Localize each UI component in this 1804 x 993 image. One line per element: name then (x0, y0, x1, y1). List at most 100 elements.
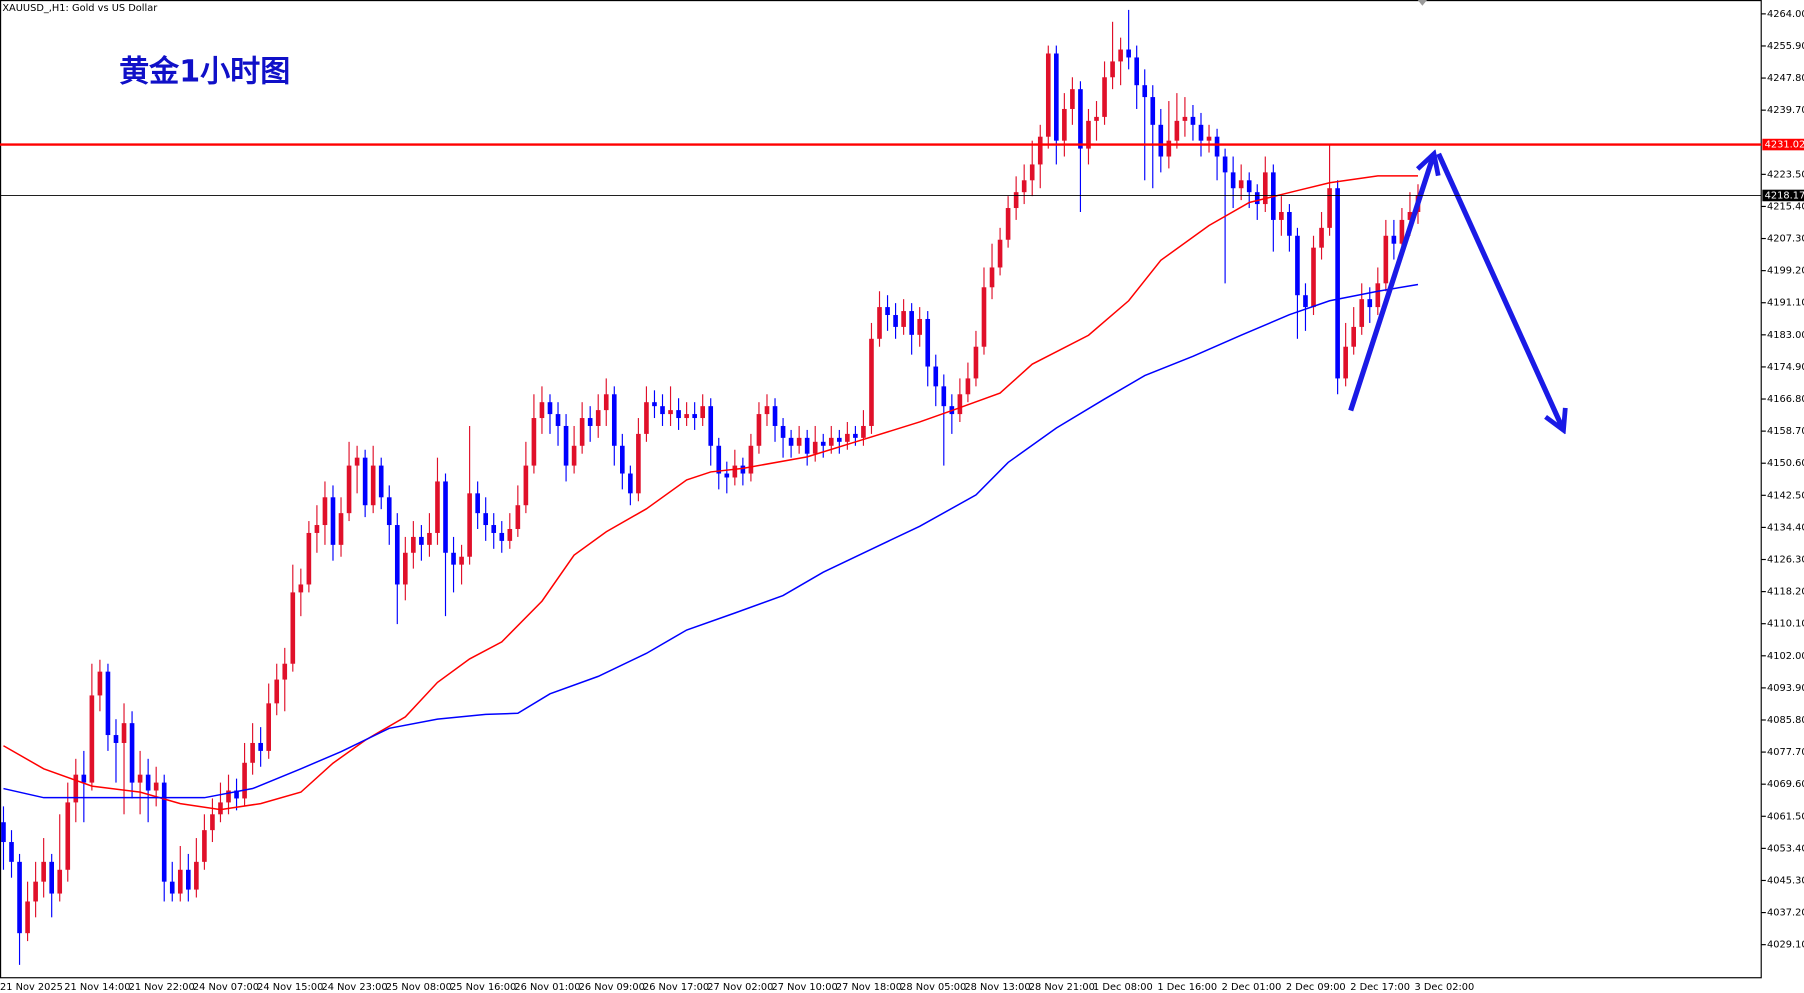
candle-body (386, 497, 392, 526)
x-tick-label: 27 Nov 10:00 (772, 982, 838, 993)
candle-body (531, 418, 537, 466)
candle-body (901, 311, 906, 327)
candle-body (611, 394, 617, 446)
plot-frame (0, 0, 1762, 979)
x-tick-label: 2 Dec 17:00 (1350, 982, 1410, 993)
candle-body (1078, 89, 1083, 149)
candle-body (1230, 172, 1236, 189)
candle-body (1343, 346, 1348, 379)
candle-body (877, 307, 882, 339)
candle-body (756, 414, 762, 446)
x-tick-label: 28 Nov 21:00 (1029, 982, 1095, 993)
moving-average (3, 283, 1419, 799)
candle-body (274, 679, 280, 704)
candle-body (1391, 235, 1397, 244)
candle-body (740, 465, 746, 474)
candle-body (322, 497, 328, 526)
candle-body (258, 742, 263, 751)
y-tick-label: 4199.20 (1767, 266, 1804, 277)
candle-body (65, 802, 71, 870)
candle-body (1, 822, 6, 843)
candle-body (129, 723, 135, 783)
candle-body (1238, 180, 1244, 189)
candle-body (394, 525, 400, 585)
candle-body (893, 315, 898, 327)
y-tick-label: 4142.50 (1767, 490, 1804, 501)
candle-body (1279, 211, 1284, 220)
candle-body (1262, 172, 1268, 205)
candle-body (1246, 180, 1252, 193)
y-tick-label: 4247.80 (1767, 73, 1804, 84)
candle-body (306, 532, 312, 585)
candle-body (828, 437, 834, 446)
annotation-arrow (1436, 152, 1564, 430)
candle-body (1311, 247, 1316, 308)
candle-body (1182, 116, 1188, 121)
x-tick-label: 2 Dec 01:00 (1222, 982, 1282, 993)
candle-body (1037, 136, 1043, 165)
candle-body (362, 457, 368, 506)
candle-body (1086, 120, 1091, 149)
candle-body (57, 869, 63, 894)
candle-body (41, 861, 46, 882)
y-tick-label: 4093.90 (1767, 683, 1804, 694)
y-tick-label: 4215.40 (1767, 201, 1804, 212)
candle-body (909, 311, 914, 335)
candle-body (282, 663, 288, 680)
candle-body (885, 307, 890, 316)
candle-body (1375, 283, 1381, 308)
x-tick-label: 21 Nov 14:00 (64, 982, 130, 993)
candle-body (1222, 156, 1228, 173)
x-tick-label: 24 Nov 07:00 (193, 982, 259, 993)
candle-body (555, 414, 561, 426)
plot-area (1, 9, 1421, 965)
candle-body (1029, 164, 1035, 181)
price-label-box (1762, 138, 1804, 151)
candle-body (925, 318, 931, 367)
candle-body (49, 861, 55, 894)
candle-body (9, 842, 14, 862)
candle-body (435, 481, 440, 533)
candle-body (965, 378, 971, 395)
candle-body (194, 861, 199, 890)
candle-body (169, 881, 175, 894)
candle-body (346, 465, 352, 514)
candle-body (1118, 49, 1123, 62)
y-tick-label: 4183.00 (1767, 330, 1804, 341)
candle-body (290, 592, 296, 664)
y-tick-label: 4085.80 (1767, 715, 1804, 726)
x-tick-label: 25 Nov 16:00 (450, 982, 516, 993)
candle-body (1150, 97, 1156, 125)
candle-body (684, 414, 689, 419)
candle-body (419, 536, 424, 545)
candle-body (242, 762, 247, 799)
symbol-label: XAUUSD_,H1: Gold vs US Dollar (2, 3, 158, 14)
x-tick-label: 27 Nov 02:00 (707, 982, 773, 993)
candle-body (957, 394, 963, 415)
candle-body (660, 406, 665, 415)
candle-body (780, 425, 786, 438)
candle-body (676, 410, 681, 419)
y-tick-label: 4126.30 (1767, 555, 1804, 566)
y-tick-label: 4255.90 (1767, 41, 1804, 52)
x-tick-label: 21 Nov 22:00 (129, 982, 195, 993)
y-tick-label: 4191.10 (1767, 298, 1804, 309)
candle-body (1054, 53, 1059, 141)
y-tick-label: 4037.20 (1767, 908, 1804, 919)
candle-body (97, 671, 103, 696)
candle-body (1383, 235, 1389, 284)
candle-body (539, 402, 545, 419)
moving-average (3, 175, 1418, 811)
candle-body (25, 901, 30, 934)
candle-body (378, 465, 384, 498)
candle-body (105, 671, 111, 736)
x-tick-label: 28 Nov 05:00 (900, 982, 966, 993)
y-tick-label: 4102.00 (1767, 651, 1804, 662)
candle-body (153, 782, 159, 791)
candle-body (1319, 227, 1324, 248)
candle-body (17, 861, 22, 934)
x-tick-label: 28 Nov 13:00 (964, 982, 1030, 993)
candle-body (1254, 192, 1260, 205)
